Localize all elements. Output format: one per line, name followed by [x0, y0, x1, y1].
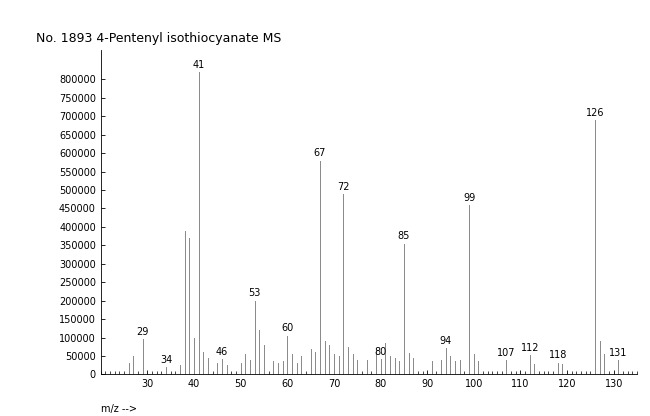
Text: 131: 131	[609, 348, 627, 358]
Text: 80: 80	[374, 347, 387, 357]
Text: 112: 112	[521, 343, 539, 353]
Text: 85: 85	[398, 231, 410, 241]
Text: 29: 29	[136, 327, 149, 337]
Text: 126: 126	[586, 108, 604, 118]
Text: m/z -->: m/z -->	[101, 404, 136, 414]
Text: 46: 46	[216, 347, 228, 357]
Text: 107: 107	[497, 348, 515, 358]
Text: 99: 99	[463, 193, 475, 203]
Text: 72: 72	[337, 181, 350, 191]
Text: 53: 53	[248, 288, 261, 298]
Text: 94: 94	[439, 336, 452, 346]
Text: 67: 67	[314, 149, 326, 158]
Text: 34: 34	[160, 355, 172, 365]
Text: 41: 41	[192, 60, 205, 70]
Text: 118: 118	[549, 350, 567, 360]
Text: No. 1893 4-Pentenyl isothiocyanate MS: No. 1893 4-Pentenyl isothiocyanate MS	[36, 32, 281, 45]
Text: 60: 60	[281, 324, 293, 334]
